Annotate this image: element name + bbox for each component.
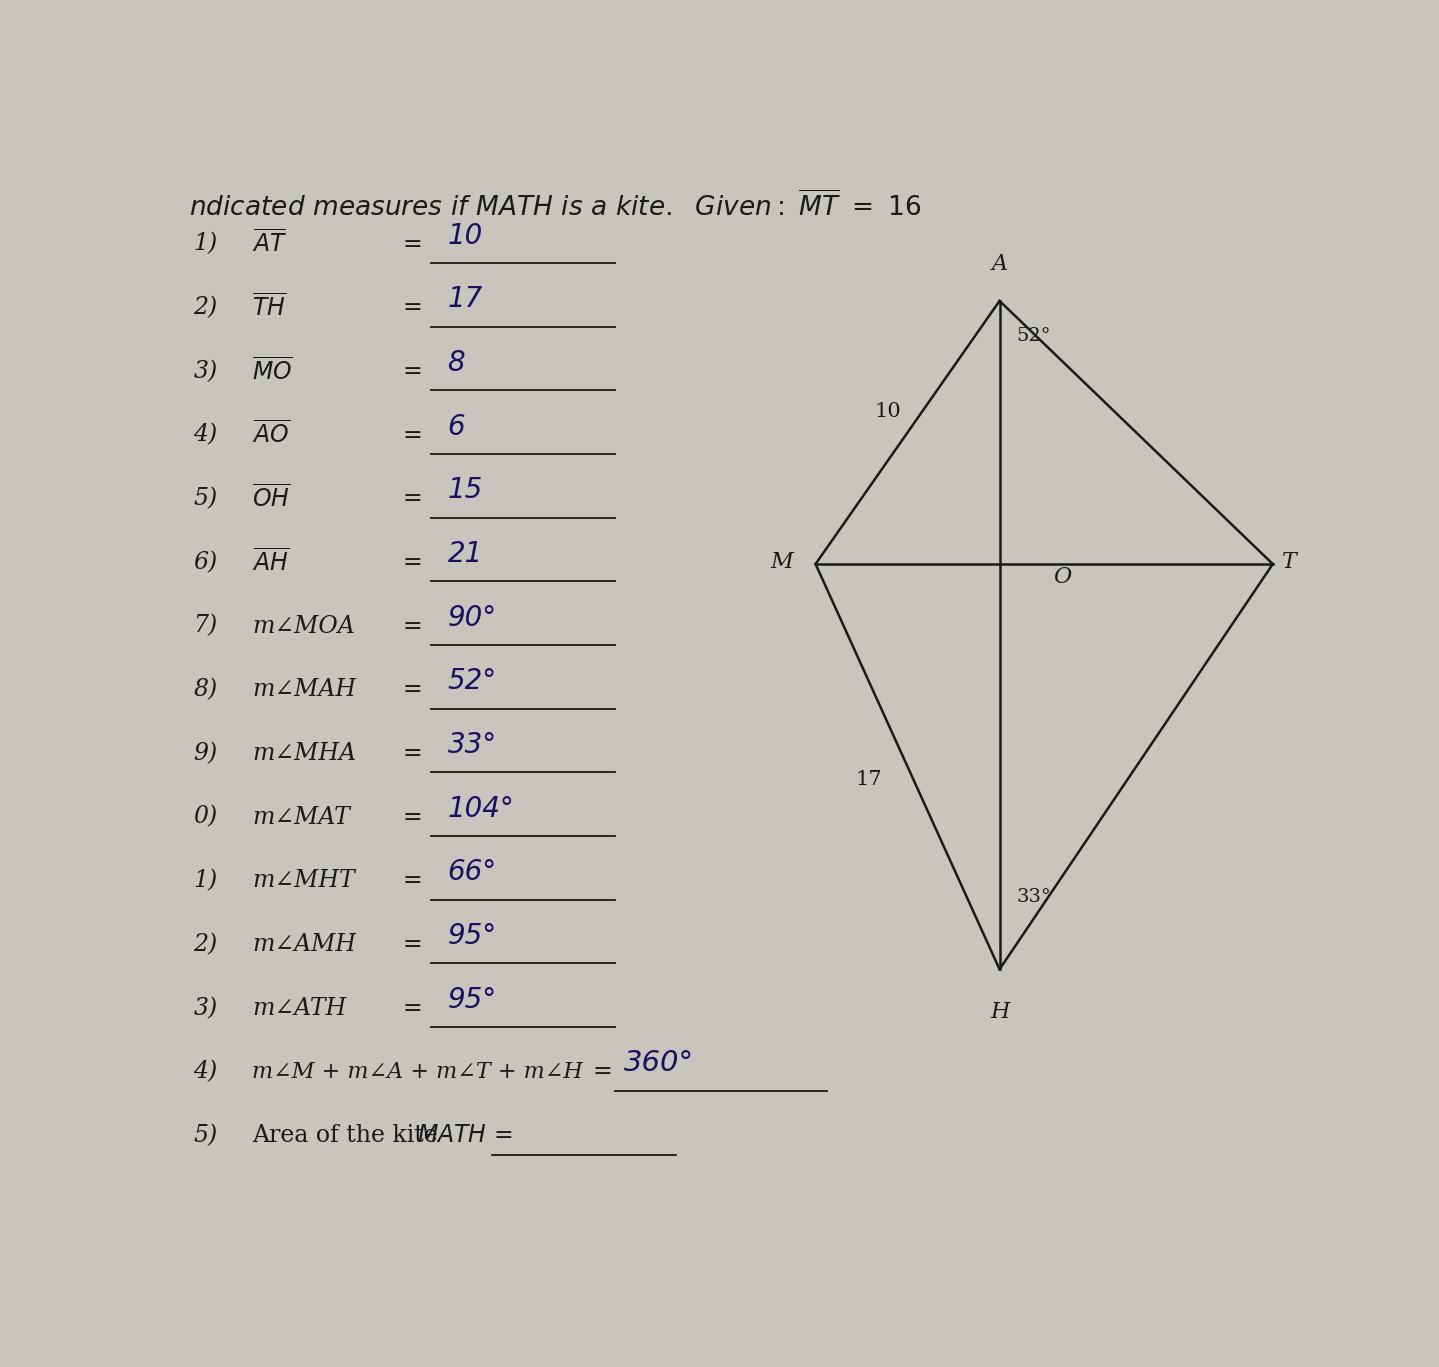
- Text: m∠MAT: m∠MAT: [252, 805, 350, 828]
- Text: m∠M + m∠A + m∠T + m∠H: m∠M + m∠A + m∠T + m∠H: [252, 1061, 583, 1083]
- Text: 66°: 66°: [448, 858, 496, 886]
- Text: 15: 15: [448, 476, 482, 504]
- Text: 9): 9): [193, 742, 217, 766]
- Text: $\overline{OH}$: $\overline{OH}$: [252, 485, 291, 513]
- Text: 8): 8): [193, 678, 217, 701]
- Text: 4): 4): [193, 1061, 217, 1084]
- Text: =: =: [403, 742, 423, 766]
- Text: M: M: [770, 551, 793, 573]
- Text: m∠MAH: m∠MAH: [252, 678, 357, 701]
- Text: 52°: 52°: [448, 667, 496, 696]
- Text: 95°: 95°: [448, 986, 496, 1014]
- Text: =: =: [403, 869, 423, 893]
- Text: =: =: [403, 551, 423, 574]
- Text: $\overline{TH}$: $\overline{TH}$: [252, 294, 286, 321]
- Text: 7): 7): [193, 615, 217, 637]
- Text: =: =: [403, 934, 423, 956]
- Text: =: =: [403, 232, 423, 256]
- Text: 6): 6): [193, 551, 217, 574]
- Text: 1): 1): [193, 232, 217, 256]
- Text: 33°: 33°: [448, 731, 496, 759]
- Text: $\overline{AH}$: $\overline{AH}$: [252, 550, 289, 576]
- Text: 4): 4): [193, 424, 217, 447]
- Text: Area of the kite: Area of the kite: [252, 1124, 446, 1147]
- Text: =: =: [403, 360, 423, 383]
- Text: 5): 5): [193, 1124, 217, 1147]
- Text: m∠MHA: m∠MHA: [252, 742, 357, 766]
- Text: 17: 17: [448, 286, 482, 313]
- Text: 104°: 104°: [448, 794, 514, 823]
- Text: =: =: [403, 297, 423, 320]
- Text: m∠MHT: m∠MHT: [252, 869, 355, 893]
- Text: O: O: [1053, 566, 1072, 588]
- Text: $\mathit{MATH}$ =: $\mathit{MATH}$ =: [417, 1124, 512, 1147]
- Text: 10: 10: [875, 402, 901, 421]
- Text: 10: 10: [448, 221, 482, 250]
- Text: 0): 0): [193, 805, 217, 828]
- Text: $\overline{AO}$: $\overline{AO}$: [252, 421, 291, 448]
- Text: H: H: [990, 1001, 1009, 1023]
- Text: 3): 3): [193, 360, 217, 383]
- Text: 52°: 52°: [1016, 327, 1050, 346]
- Text: m∠ATH: m∠ATH: [252, 997, 347, 1020]
- Text: 1): 1): [193, 869, 217, 893]
- Text: $\overline{MO}$: $\overline{MO}$: [252, 358, 294, 385]
- Text: A: A: [991, 253, 1007, 275]
- Text: =: =: [403, 487, 423, 510]
- Text: 2): 2): [193, 934, 217, 956]
- Text: 6: 6: [448, 413, 465, 440]
- Text: $\overline{AT}$: $\overline{AT}$: [252, 231, 288, 257]
- Text: 360°: 360°: [623, 1050, 694, 1077]
- Text: 2): 2): [193, 297, 217, 320]
- Text: 33°: 33°: [1016, 889, 1050, 906]
- Text: =: =: [403, 997, 423, 1020]
- Text: =: =: [403, 678, 423, 701]
- Text: =: =: [403, 615, 423, 637]
- Text: =: =: [403, 805, 423, 828]
- Text: 8: 8: [448, 349, 465, 377]
- Text: =: =: [403, 424, 423, 447]
- Text: 95°: 95°: [448, 923, 496, 950]
- Text: m∠AMH: m∠AMH: [252, 934, 357, 956]
- Text: T: T: [1282, 551, 1297, 573]
- Text: 5): 5): [193, 487, 217, 510]
- Text: 3): 3): [193, 997, 217, 1020]
- Text: 17: 17: [856, 771, 882, 789]
- Text: 90°: 90°: [448, 604, 496, 632]
- Text: m∠MOA: m∠MOA: [252, 615, 355, 637]
- Text: 21: 21: [448, 540, 482, 569]
- Text: $\it{ndicated\ measures\ if\ MATH\ is\ a\ kite.\ \ Given:}$$\ \overline{MT}$$\it: $\it{ndicated\ measures\ if\ MATH\ is\ a…: [189, 190, 921, 221]
- Text: =: =: [593, 1061, 612, 1084]
